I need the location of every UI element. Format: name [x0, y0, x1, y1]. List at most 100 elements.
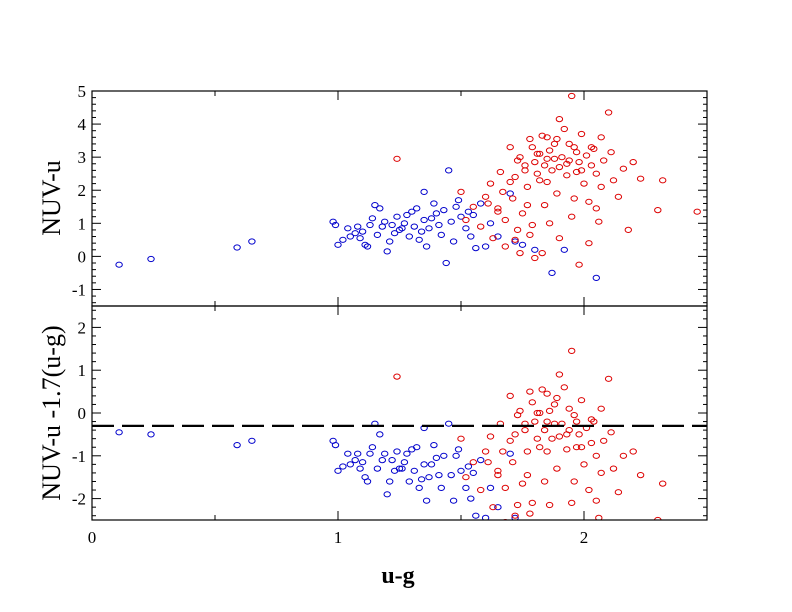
- data-point: [609, 177, 618, 184]
- data-point: [521, 167, 529, 174]
- data-point: [593, 588, 599, 593]
- data-point: [533, 150, 541, 157]
- data-point: [600, 157, 608, 164]
- data-point: [528, 221, 536, 229]
- data-point: [408, 208, 416, 215]
- x-tick-label: 0: [88, 528, 97, 547]
- data-point: [494, 504, 502, 511]
- data-point: [518, 210, 527, 217]
- data-point: [614, 489, 623, 496]
- data-point: [373, 465, 382, 472]
- data-point: [572, 168, 581, 176]
- data-point: [693, 208, 701, 215]
- data-point: [410, 467, 418, 474]
- data-point: [511, 431, 519, 438]
- data-point: [390, 230, 399, 237]
- data-point: [469, 469, 477, 476]
- data-point: [561, 543, 567, 548]
- data-point: [346, 233, 354, 240]
- data-point: [595, 218, 603, 225]
- data-point: [614, 193, 623, 200]
- data-point: [329, 218, 337, 225]
- data-point: [486, 433, 495, 440]
- data-point: [445, 420, 453, 427]
- data-point: [477, 223, 485, 230]
- data-point: [361, 241, 369, 248]
- data-point: [563, 160, 571, 167]
- data-point: [368, 215, 377, 222]
- data-point: [533, 409, 541, 417]
- data-point: [501, 216, 509, 224]
- data-point: [486, 180, 495, 187]
- data-point: [543, 178, 551, 186]
- bottom-panel-ticks: -2 -1 0 1 2 0 1 2: [72, 306, 708, 547]
- data-point: [115, 429, 123, 436]
- data-point: [440, 452, 448, 459]
- data-point: [659, 480, 667, 487]
- data-point: [572, 149, 581, 156]
- data-point: [449, 238, 458, 245]
- data-point: [516, 154, 524, 161]
- data-point: [378, 457, 386, 464]
- data-point: [540, 162, 549, 169]
- y-tick-label: 5: [78, 82, 87, 101]
- data-point: [531, 418, 539, 425]
- data-point: [363, 243, 372, 250]
- data-point: [600, 437, 608, 444]
- data-point: [536, 150, 544, 157]
- data-point: [248, 238, 256, 245]
- data-point: [511, 514, 519, 520]
- data-point: [462, 225, 470, 232]
- data-point: [509, 459, 517, 466]
- data-point: [472, 245, 480, 252]
- data-point: [560, 125, 568, 133]
- data-point: [405, 233, 413, 240]
- data-point: [585, 240, 593, 247]
- data-point: [331, 221, 340, 229]
- data-point: [511, 173, 519, 181]
- data-point: [464, 463, 473, 470]
- data-point: [395, 465, 404, 472]
- data-point: [499, 188, 507, 195]
- data-point: [501, 484, 509, 491]
- data-point: [654, 516, 662, 520]
- data-point: [548, 269, 556, 276]
- data-point: [454, 197, 463, 204]
- data-point: [521, 162, 529, 169]
- data-point: [540, 202, 549, 209]
- y-tick-label: 1: [78, 361, 87, 380]
- data-point: [467, 233, 475, 240]
- x-tick-label: 1: [334, 528, 343, 547]
- data-point: [565, 405, 573, 412]
- data-point: [403, 450, 411, 457]
- data-point: [496, 168, 505, 176]
- data-point: [526, 135, 534, 143]
- data-point: [346, 461, 354, 468]
- data-point: [555, 116, 564, 123]
- data-point: [413, 205, 421, 212]
- data-point: [536, 409, 544, 417]
- data-point: [351, 230, 359, 237]
- data-point: [523, 183, 532, 190]
- bottom-panel-y-axis-label: NUV-u -1.7(u-g): [37, 325, 66, 500]
- data-point: [539, 539, 545, 544]
- data-point: [570, 195, 578, 202]
- data-point: [437, 231, 445, 238]
- data-point: [580, 461, 588, 468]
- data-point: [388, 457, 396, 464]
- data-point: [376, 431, 384, 438]
- data-point: [549, 569, 555, 574]
- data-point: [592, 497, 600, 504]
- data-point: [147, 431, 155, 438]
- data-point: [233, 442, 241, 449]
- data-point: [417, 476, 426, 483]
- y-tick-label: 2: [78, 181, 87, 200]
- data-point: [575, 261, 583, 268]
- data-point: [410, 223, 418, 230]
- data-point: [400, 220, 409, 227]
- data-point: [481, 243, 490, 250]
- data-point: [543, 390, 551, 397]
- data-point: [585, 198, 593, 205]
- data-point: [560, 246, 568, 253]
- x-axis-label: u-g: [381, 563, 414, 589]
